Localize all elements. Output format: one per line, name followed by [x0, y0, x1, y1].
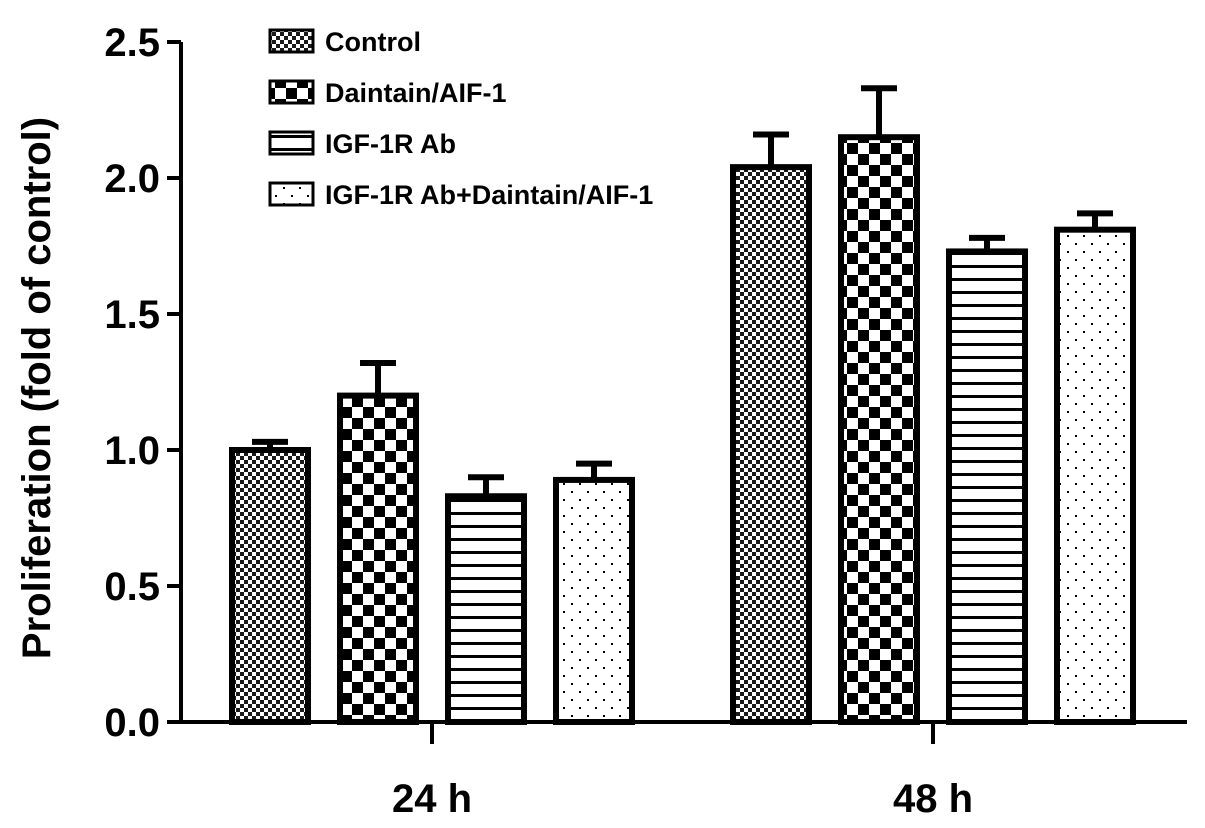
legend-swatch — [268, 181, 315, 207]
legend-label: IGF-1R Ab — [325, 129, 456, 159]
y-tick-label: 2.5 — [104, 21, 160, 65]
legend-swatch — [268, 28, 315, 54]
bar — [1054, 226, 1136, 725]
bar — [838, 134, 920, 725]
legend-swatch — [268, 79, 315, 105]
y-tick-label: 1.5 — [104, 293, 160, 337]
legend-swatch — [268, 130, 315, 156]
x-tick-label: 48 h — [893, 777, 973, 821]
bars — [229, 85, 1136, 726]
bar — [337, 392, 419, 725]
bar — [946, 248, 1028, 725]
y-tick-label: 0.0 — [104, 701, 160, 745]
y-tick-label: 2.0 — [104, 157, 160, 201]
legend-label: Daintain/AIF-1 — [325, 78, 507, 108]
axes: 0.0 0.5 1.0 1.5 2.0 2.5 24 h 48 h — [104, 21, 1187, 821]
x-tick-label: 24 h — [392, 777, 472, 821]
bar — [229, 447, 311, 725]
y-tick-label: 1.0 — [104, 429, 160, 473]
legend-label: IGF-1R Ab+Daintain/AIF-1 — [325, 180, 653, 210]
bar — [553, 476, 635, 726]
y-axis-label: Proliferation (fold of control) — [15, 117, 59, 659]
bar — [445, 493, 527, 725]
bar — [730, 164, 812, 725]
y-tick-label: 0.5 — [104, 565, 160, 609]
legend: Control Daintain/AIF-1 IGF-1R Ab IGF-1R Ab+… — [268, 27, 653, 210]
legend-label: Control — [325, 27, 421, 57]
